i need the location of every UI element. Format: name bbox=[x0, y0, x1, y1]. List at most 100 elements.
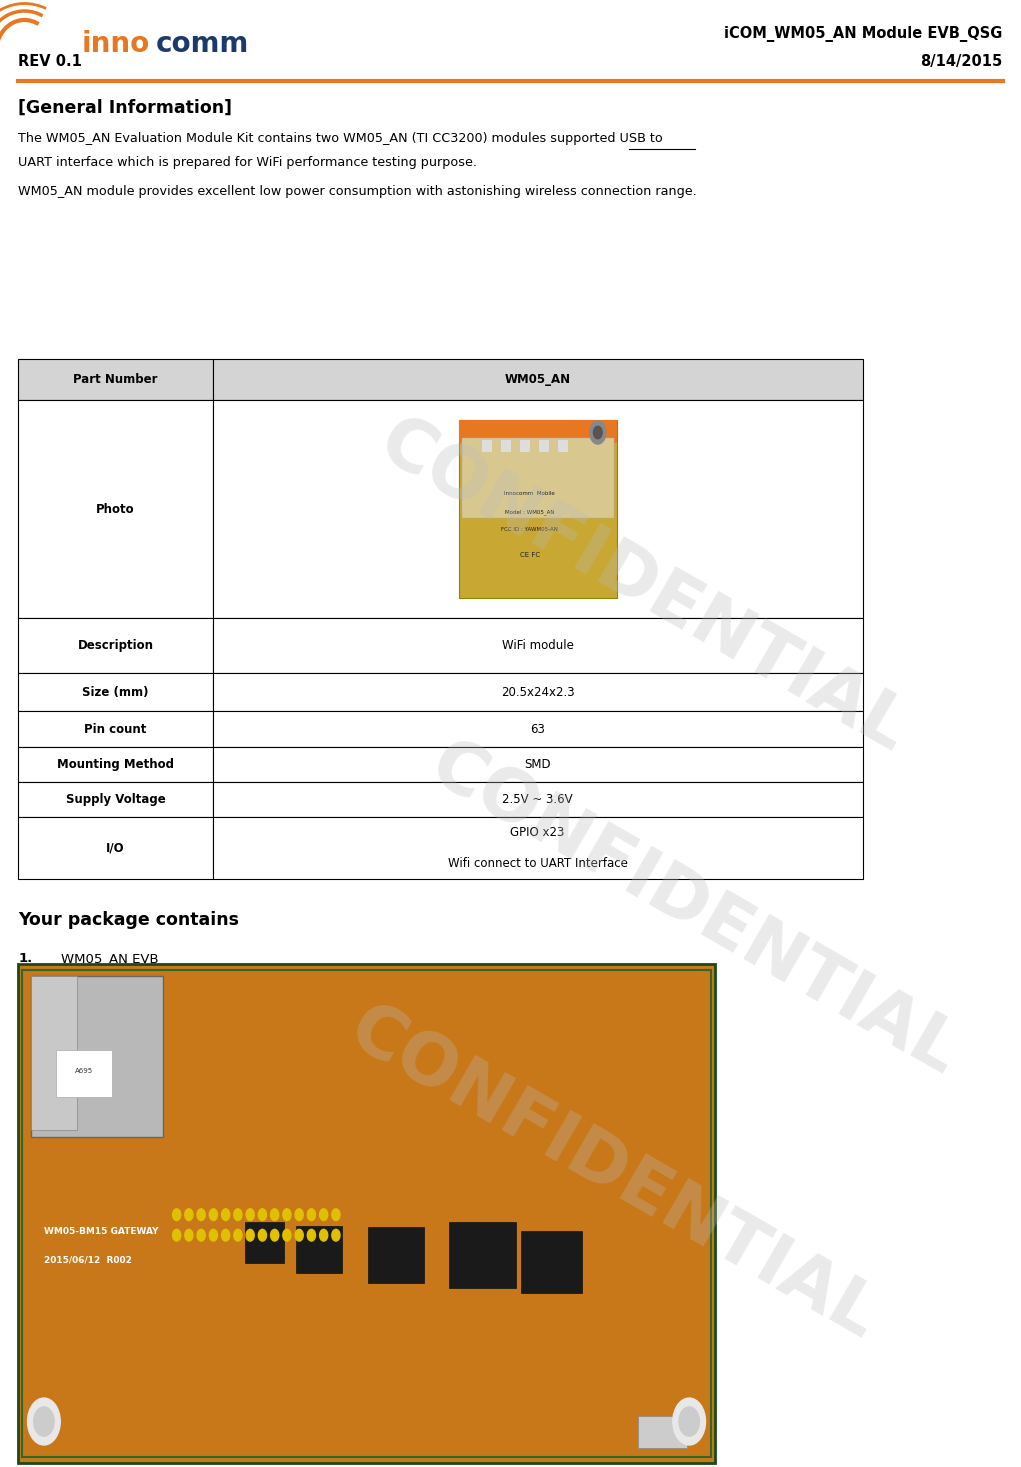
Text: Mounting Method: Mounting Method bbox=[57, 758, 174, 770]
Circle shape bbox=[258, 1209, 266, 1221]
Circle shape bbox=[320, 1229, 328, 1241]
Text: Photo: Photo bbox=[96, 503, 135, 515]
Circle shape bbox=[197, 1229, 205, 1241]
Text: 1.: 1. bbox=[18, 952, 33, 965]
Circle shape bbox=[271, 1209, 279, 1221]
Circle shape bbox=[307, 1209, 315, 1221]
Circle shape bbox=[307, 1229, 315, 1241]
Text: Pin count: Pin count bbox=[85, 723, 147, 735]
Circle shape bbox=[173, 1229, 181, 1241]
Text: CE FC: CE FC bbox=[520, 553, 540, 559]
Bar bbox=[296, 1226, 342, 1273]
Text: Part Number: Part Number bbox=[74, 374, 157, 386]
Circle shape bbox=[295, 1229, 303, 1241]
Bar bbox=[56, 1050, 112, 1097]
Circle shape bbox=[590, 421, 605, 445]
Bar bbox=[482, 440, 492, 452]
Text: WM05-BM15 GATEWAY: WM05-BM15 GATEWAY bbox=[44, 1226, 158, 1235]
Text: 20.5x24x2.3: 20.5x24x2.3 bbox=[501, 687, 575, 698]
Text: 2.5V ~ 3.6V: 2.5V ~ 3.6V bbox=[502, 794, 573, 805]
Circle shape bbox=[234, 1209, 242, 1221]
Text: Your package contains: Your package contains bbox=[18, 911, 239, 929]
Circle shape bbox=[185, 1229, 193, 1241]
Text: comm: comm bbox=[156, 29, 249, 59]
Bar bbox=[212, 817, 863, 879]
Bar bbox=[18, 782, 212, 817]
Bar bbox=[212, 400, 863, 618]
Text: CONFIDENTIAL: CONFIDENTIAL bbox=[418, 731, 971, 1089]
Text: UART interface which is prepared for WiFi performance testing purpose.: UART interface which is prepared for WiF… bbox=[18, 156, 478, 169]
Bar bbox=[31, 976, 163, 1137]
Circle shape bbox=[209, 1209, 217, 1221]
Bar bbox=[18, 964, 715, 1463]
Bar bbox=[212, 782, 863, 817]
Circle shape bbox=[246, 1229, 254, 1241]
Text: Wifi connect to UART Interface: Wifi connect to UART Interface bbox=[448, 857, 628, 870]
Bar bbox=[18, 673, 212, 711]
Text: A695: A695 bbox=[75, 1068, 93, 1074]
Bar bbox=[458, 420, 617, 599]
Bar bbox=[212, 711, 863, 747]
Bar bbox=[18, 711, 212, 747]
Bar bbox=[212, 618, 863, 673]
Bar bbox=[368, 1228, 424, 1284]
Circle shape bbox=[197, 1209, 205, 1221]
Bar bbox=[212, 747, 863, 782]
Bar bbox=[18, 359, 212, 400]
Bar bbox=[501, 440, 510, 452]
Text: inno: inno bbox=[82, 29, 150, 59]
Text: iCOM_WM05_AN Module EVB_QSG: iCOM_WM05_AN Module EVB_QSG bbox=[724, 26, 1003, 41]
Circle shape bbox=[34, 1407, 54, 1436]
Bar bbox=[22, 970, 711, 1457]
Bar bbox=[449, 1222, 516, 1288]
Circle shape bbox=[332, 1209, 340, 1221]
Text: I/O: I/O bbox=[106, 842, 125, 854]
Bar bbox=[461, 437, 614, 518]
Circle shape bbox=[271, 1229, 279, 1241]
Text: CONFIDENTIAL: CONFIDENTIAL bbox=[336, 995, 889, 1353]
Text: REV 0.1: REV 0.1 bbox=[18, 54, 83, 69]
Text: 8/14/2015: 8/14/2015 bbox=[920, 54, 1003, 69]
Circle shape bbox=[222, 1209, 230, 1221]
Bar bbox=[638, 1416, 687, 1448]
Text: 2015/06/12  R002: 2015/06/12 R002 bbox=[44, 1256, 132, 1265]
Bar bbox=[521, 1231, 582, 1292]
Bar bbox=[539, 440, 548, 452]
Text: Supply Voltage: Supply Voltage bbox=[65, 794, 165, 805]
Circle shape bbox=[679, 1407, 699, 1436]
Bar bbox=[558, 440, 568, 452]
Bar bbox=[18, 817, 212, 879]
Text: CONFIDENTIAL: CONFIDENTIAL bbox=[367, 408, 920, 766]
Circle shape bbox=[209, 1229, 217, 1241]
Text: Innocomm  Mobile: Innocomm Mobile bbox=[504, 491, 555, 496]
Text: WM05_AN module provides excellent low power consumption with astonishing wireles: WM05_AN module provides excellent low po… bbox=[18, 185, 697, 198]
Circle shape bbox=[593, 427, 602, 439]
Text: WM05_AN: WM05_AN bbox=[504, 374, 571, 386]
Bar bbox=[18, 747, 212, 782]
Text: [General Information]: [General Information] bbox=[18, 98, 233, 116]
Circle shape bbox=[283, 1209, 291, 1221]
Text: WM05_AN EVB: WM05_AN EVB bbox=[61, 952, 159, 965]
Bar bbox=[212, 359, 863, 400]
Circle shape bbox=[332, 1229, 340, 1241]
Text: Size (mm): Size (mm) bbox=[83, 687, 149, 698]
Bar bbox=[18, 618, 212, 673]
Circle shape bbox=[173, 1209, 181, 1221]
Circle shape bbox=[283, 1229, 291, 1241]
Circle shape bbox=[246, 1209, 254, 1221]
Circle shape bbox=[185, 1209, 193, 1221]
Circle shape bbox=[673, 1398, 706, 1445]
Bar bbox=[212, 673, 863, 711]
Bar bbox=[18, 400, 212, 618]
Text: WiFi module: WiFi module bbox=[501, 640, 574, 651]
Text: Description: Description bbox=[78, 640, 153, 651]
Circle shape bbox=[222, 1229, 230, 1241]
Bar bbox=[458, 420, 617, 443]
Text: 63: 63 bbox=[530, 723, 545, 735]
Circle shape bbox=[258, 1229, 266, 1241]
Circle shape bbox=[320, 1209, 328, 1221]
Text: SMD: SMD bbox=[525, 758, 551, 770]
Circle shape bbox=[234, 1229, 242, 1241]
Circle shape bbox=[28, 1398, 60, 1445]
Text: The WM05_AN Evaluation Module Kit contains two WM05_AN (TI CC3200) modules suppo: The WM05_AN Evaluation Module Kit contai… bbox=[18, 132, 663, 145]
